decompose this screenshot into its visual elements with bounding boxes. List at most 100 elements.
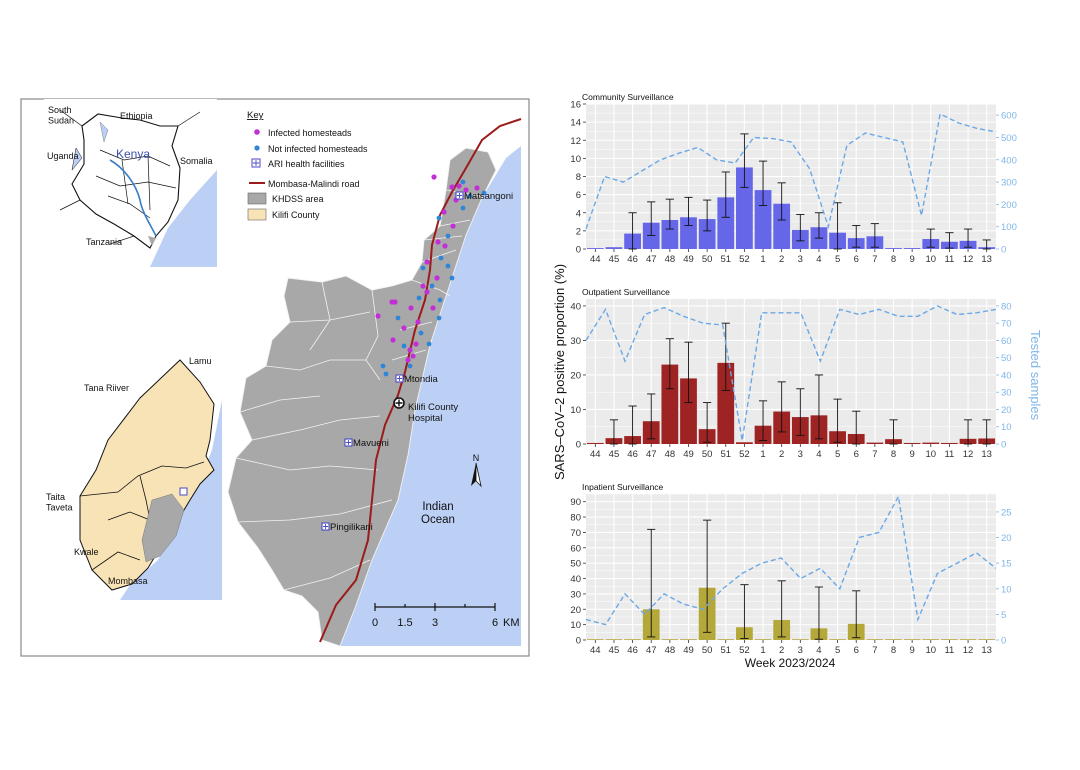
bar	[717, 362, 735, 444]
y2-tick-label: 500	[1001, 133, 1017, 144]
x-tick-label: 4	[816, 254, 821, 265]
label-mtondia: Mtondia	[404, 374, 439, 385]
y2-tick-label: 25	[1001, 507, 1012, 518]
y2-tick-label: 80	[1001, 301, 1012, 312]
map-panel: Matsangoni Mtondia Kilifi County Hospital…	[20, 98, 530, 657]
x-tick-label: 1	[760, 254, 765, 265]
shared-y2-axis-label: Tested samples	[1028, 330, 1043, 421]
x-tick-label: 13	[981, 254, 992, 265]
county-inset: Lamu Tana Riiver Taita Taveta Kwale Momba…	[46, 356, 222, 600]
y-tick-label: 70	[570, 528, 581, 539]
inset-uganda: Uganda	[47, 151, 79, 161]
x-tick-label: 10	[925, 645, 936, 656]
x-tick-label: 3	[798, 449, 803, 460]
x-tick-label: 7	[872, 254, 877, 265]
x-tick-label: 8	[891, 449, 896, 460]
inset-somalia: Somalia	[180, 156, 213, 166]
x-tick-label: 51	[720, 645, 731, 656]
x-tick-label: 44	[590, 645, 601, 656]
y2-tick-label: 15	[1001, 559, 1012, 570]
bar	[754, 190, 772, 249]
y-tick-label: 2	[576, 226, 581, 237]
x-tick-label: 47	[646, 645, 657, 656]
x-tick-label: 49	[683, 449, 694, 460]
bar	[661, 639, 679, 641]
x-tick-label: 11	[944, 645, 954, 656]
x-tick-label: 49	[683, 645, 694, 656]
facility-mavueni	[344, 438, 353, 447]
x-tick-label: 4	[816, 645, 821, 656]
bar	[586, 248, 604, 249]
health-facilities	[321, 191, 464, 531]
hospital-icon	[393, 397, 405, 409]
x-tick-label: 52	[739, 645, 750, 656]
key-khdss: KHDSS area	[272, 194, 324, 204]
x-tick-label: 47	[646, 254, 657, 265]
y-tick-label: 8	[576, 172, 581, 183]
y2-tick-label: 20	[1001, 533, 1012, 544]
bar	[661, 364, 679, 444]
inset-tana-river: Tana Riiver	[84, 383, 129, 393]
bar	[978, 639, 996, 641]
x-tick-label: 46	[627, 254, 638, 265]
tested-samples-line	[585, 305, 997, 441]
x-tick-label: 11	[944, 449, 954, 460]
bar	[680, 639, 697, 641]
y2-tick-label: 600	[1001, 111, 1017, 122]
bar	[941, 442, 958, 444]
y-tick-label: 14	[570, 118, 581, 129]
label-indian-ocean: Indian Ocean	[421, 501, 455, 526]
x-tick-label: 44	[590, 449, 601, 460]
x-tick-label: 46	[627, 449, 638, 460]
mombasa-malindi-road	[319, 118, 522, 643]
x-tick-label: 45	[609, 254, 620, 265]
y-tick-label: 6	[576, 190, 581, 201]
svg-text:3: 3	[432, 617, 438, 629]
svg-text:KM: KM	[503, 617, 520, 629]
y-tick-label: 12	[570, 136, 581, 147]
key-kilifi: Kilifi County	[272, 210, 320, 220]
y2-tick-label: 0	[1001, 245, 1006, 256]
bar	[736, 167, 753, 249]
bar	[959, 639, 977, 641]
inset-lamu: Lamu	[189, 356, 212, 366]
key-not-infected: Not infected homesteads	[268, 144, 368, 154]
x-tick-label: 10	[925, 254, 936, 265]
key-infected: Infected homesteads	[268, 128, 352, 138]
tested-samples-line	[585, 112, 997, 230]
inset-ethiopia: Ethiopia	[120, 111, 153, 121]
x-tick-label: 12	[963, 449, 974, 460]
chart-title: Community Surveillance	[582, 92, 674, 102]
bar	[661, 220, 679, 249]
x-tick-label: 10	[925, 449, 936, 460]
y2-tick-label: 50	[1001, 353, 1012, 364]
chart-community-surveillance: Community Surveillance024681012141601002…	[570, 92, 1016, 265]
bar	[791, 639, 809, 641]
facility-matsangoni	[455, 191, 464, 200]
north-arrow-icon: N	[471, 453, 482, 488]
x-tick-label: 48	[665, 254, 676, 265]
y2-tick-label: 70	[1001, 319, 1012, 330]
ocean-area	[340, 146, 521, 646]
not-infected-homesteads	[380, 179, 487, 377]
y-tick-label: 60	[570, 543, 581, 554]
key-title: Key	[247, 110, 264, 121]
bar	[642, 222, 660, 249]
x-tick-label: 7	[872, 449, 877, 460]
y-tick-label: 10	[570, 405, 581, 416]
y-tick-label: 10	[570, 154, 581, 165]
x-tick-label: 49	[683, 254, 694, 265]
x-axis-label: Week 2023/2024	[745, 656, 836, 670]
x-tick-label: 45	[609, 645, 620, 656]
svg-text:1.5: 1.5	[397, 617, 412, 629]
y2-tick-label: 100	[1001, 222, 1017, 233]
facility-pingilikani	[321, 522, 330, 531]
bar	[885, 248, 902, 249]
bar	[829, 639, 846, 641]
x-tick-label: 44	[590, 254, 601, 265]
svg-text:N: N	[473, 453, 480, 463]
bar	[922, 639, 940, 641]
x-tick-label: 5	[835, 645, 840, 656]
y-tick-label: 30	[570, 589, 581, 600]
